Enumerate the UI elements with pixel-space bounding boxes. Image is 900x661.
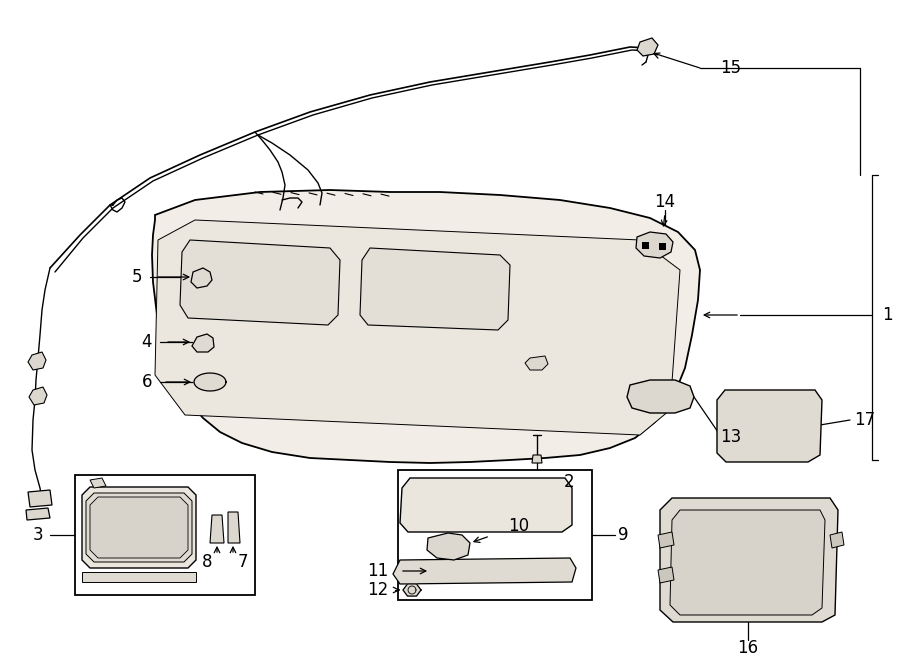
Text: 9: 9 [618, 526, 628, 544]
Polygon shape [636, 232, 673, 258]
Polygon shape [26, 508, 50, 520]
Polygon shape [210, 515, 224, 543]
Text: 7: 7 [238, 553, 248, 571]
Polygon shape [29, 387, 47, 405]
Polygon shape [717, 390, 822, 462]
Polygon shape [90, 497, 188, 558]
Polygon shape [75, 475, 255, 595]
Text: 13: 13 [720, 428, 742, 446]
Text: 4: 4 [141, 333, 152, 351]
Polygon shape [180, 240, 340, 325]
Polygon shape [400, 478, 572, 532]
Text: 10: 10 [508, 517, 529, 535]
Polygon shape [830, 532, 844, 548]
Text: 3: 3 [32, 526, 43, 544]
Polygon shape [427, 533, 470, 560]
Polygon shape [627, 380, 694, 413]
Text: 8: 8 [202, 553, 212, 571]
Text: 12: 12 [367, 581, 388, 599]
Polygon shape [658, 567, 674, 583]
Polygon shape [194, 373, 226, 391]
Text: 5: 5 [131, 268, 142, 286]
Polygon shape [658, 532, 674, 548]
Polygon shape [90, 478, 106, 488]
Text: 2: 2 [564, 473, 574, 491]
Polygon shape [152, 190, 700, 463]
Polygon shape [28, 490, 52, 507]
Polygon shape [155, 220, 680, 435]
Polygon shape [86, 493, 192, 562]
Polygon shape [191, 268, 212, 288]
Text: 6: 6 [141, 373, 152, 391]
Polygon shape [660, 498, 838, 622]
Polygon shape [228, 512, 240, 543]
Polygon shape [82, 572, 196, 582]
Polygon shape [360, 248, 510, 330]
Polygon shape [28, 352, 46, 370]
Text: 15: 15 [720, 59, 741, 77]
Polygon shape [398, 470, 592, 600]
Polygon shape [192, 334, 214, 352]
Text: 16: 16 [737, 639, 759, 657]
Text: 11: 11 [367, 562, 388, 580]
Polygon shape [532, 455, 542, 463]
Text: 1: 1 [882, 306, 893, 324]
Polygon shape [82, 487, 196, 568]
Text: 14: 14 [654, 193, 676, 211]
Polygon shape [403, 584, 421, 596]
Polygon shape [393, 558, 576, 584]
Polygon shape [525, 356, 548, 370]
Polygon shape [637, 38, 658, 56]
Polygon shape [670, 510, 825, 615]
Text: 17: 17 [854, 411, 875, 429]
